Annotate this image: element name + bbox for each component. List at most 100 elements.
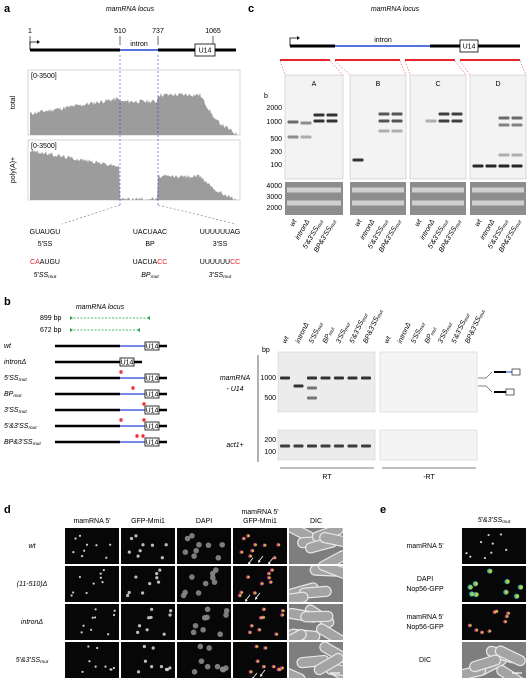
rect <box>287 187 341 193</box>
rect <box>379 351 478 413</box>
cell-outline <box>300 610 334 623</box>
line <box>252 672 258 679</box>
label: BP&3'SSmut <box>4 439 41 447</box>
rect <box>350 182 406 215</box>
label-sub: mut <box>502 519 511 525</box>
nucleus-dot <box>239 594 242 597</box>
rect <box>287 200 341 206</box>
nucleus-dot <box>189 574 195 580</box>
label-sub: mut <box>501 219 511 230</box>
label-name: wt <box>383 334 393 344</box>
nucleus-dot <box>260 616 263 620</box>
nucleus-dot <box>282 609 285 613</box>
nucleus-dot <box>134 534 138 538</box>
nucleus-dot <box>127 550 131 554</box>
rect <box>313 113 325 117</box>
nucleus-dot <box>209 570 216 577</box>
rect <box>470 182 526 215</box>
nucleus-dot <box>240 550 244 554</box>
nucleus-dot <box>249 554 253 558</box>
cell-outline <box>468 654 502 673</box>
label: 4000 <box>266 183 282 190</box>
label-name: BP&3'SS <box>4 439 33 446</box>
nucleus-dot <box>264 646 268 650</box>
rect <box>347 376 358 380</box>
line <box>279 60 286 76</box>
label: 1000 <box>266 119 282 126</box>
label: b <box>264 93 268 100</box>
nucleus-dot <box>80 555 84 558</box>
promoter-arrow <box>29 41 38 50</box>
nucleus-dot <box>196 541 202 548</box>
nucleus-dot <box>262 616 266 619</box>
micrograph <box>121 604 175 640</box>
rect <box>391 119 403 123</box>
rect <box>410 182 466 215</box>
nucleus-dot <box>148 581 152 586</box>
nucleus-dot <box>214 663 221 670</box>
nucleus-dot <box>72 591 75 594</box>
nucleus-dot <box>102 568 105 572</box>
label: wt <box>29 543 37 550</box>
label: 5'&3'SSmut <box>4 423 37 431</box>
label: U14 <box>146 439 159 446</box>
nucleus-dot <box>93 616 97 619</box>
micrograph <box>65 604 119 640</box>
rect <box>469 74 527 180</box>
label: 100 <box>264 449 276 456</box>
rect <box>313 119 325 123</box>
rect <box>391 129 403 133</box>
micrograph <box>121 642 175 678</box>
nucleus-dot <box>191 669 198 675</box>
arrow-head <box>252 676 255 680</box>
label: wt <box>354 218 364 228</box>
nucleus-dot <box>255 645 259 648</box>
arrow-head <box>260 673 263 677</box>
micrograph <box>462 566 526 602</box>
nucleus-dot <box>483 556 487 560</box>
label: 737 <box>152 28 164 35</box>
label: 500 <box>270 136 282 143</box>
cell-outline <box>317 566 343 579</box>
rect <box>352 187 404 193</box>
rect <box>361 444 371 448</box>
label: U14 <box>121 359 134 366</box>
nucleus-dot <box>469 585 473 589</box>
nucleus-dot <box>254 591 257 595</box>
label: 2000 <box>266 205 282 212</box>
label: mamRNA locus <box>76 304 125 311</box>
rect <box>485 164 497 168</box>
label-name: BP <box>424 333 434 345</box>
label-sub: mut <box>40 659 49 665</box>
rect <box>511 123 523 127</box>
nucleus-dot <box>94 665 97 668</box>
line <box>141 433 145 439</box>
rect <box>498 123 510 127</box>
label: 5'SSmut <box>4 375 27 383</box>
rect <box>412 200 464 206</box>
label-sub: mut <box>13 393 22 399</box>
rect <box>280 444 290 448</box>
nucleus-dot <box>160 556 164 560</box>
label-sub: mut <box>454 219 464 230</box>
rect <box>378 112 390 116</box>
label-sub: mut <box>463 313 472 324</box>
nucleus-dot <box>162 632 166 636</box>
rect <box>277 351 376 413</box>
mutant-name: 5'SSmut <box>34 272 57 280</box>
nucleus-dot <box>184 535 191 542</box>
label: wt <box>281 334 291 344</box>
nucleus-dot <box>140 591 145 595</box>
micrograph <box>177 604 231 640</box>
arrow-head <box>147 316 150 320</box>
label-name: 5'&3'SS <box>478 517 503 524</box>
label: 200 <box>270 149 282 156</box>
arrow-head <box>255 596 258 600</box>
label: mamRNA locus <box>371 6 420 13</box>
nucleus-dot <box>475 628 479 632</box>
label: DAPI <box>417 576 433 583</box>
line <box>119 369 123 375</box>
label: total <box>10 95 17 109</box>
cell-outline <box>315 623 343 640</box>
